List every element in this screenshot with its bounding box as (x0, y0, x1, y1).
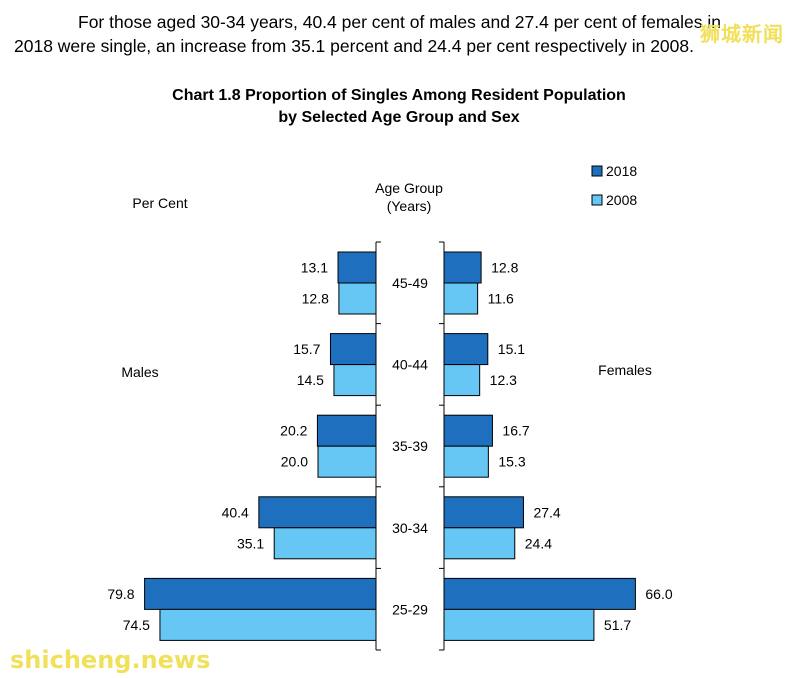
data-label-males-2018: 15.7 (293, 341, 320, 357)
data-label-males-2008: 35.1 (237, 535, 264, 551)
data-label-females-2018: 27.4 (533, 504, 560, 520)
bar-females-2018 (443, 414, 493, 447)
category-label: 30-34 (392, 520, 428, 536)
intro-line-2: 2018 were single, an increase from 35.1 … (14, 36, 694, 56)
bar-males-2008 (273, 527, 377, 560)
data-label-females-2008: 51.7 (604, 617, 631, 633)
data-label-males-2008: 12.8 (302, 291, 329, 307)
intro-paragraph: For those aged 30-34 years, 40.4 per cen… (14, 10, 794, 58)
bar-males-2018 (258, 496, 377, 529)
data-label-males-2018: 79.8 (107, 586, 134, 602)
data-label-females-2008: 12.3 (490, 372, 517, 388)
females-label: Females (598, 362, 652, 378)
legend-swatch-2018 (591, 165, 603, 177)
category-label: 25-29 (392, 601, 428, 617)
center-axis-label-line-1: Age Group (375, 180, 443, 196)
males-label: Males (121, 364, 158, 380)
bar-females-2008 (443, 608, 595, 641)
bar-females-2018 (443, 251, 482, 284)
data-label-females-2008: 15.3 (498, 454, 525, 470)
data-label-males-2018: 40.4 (222, 504, 249, 520)
bar-females-2008 (443, 445, 489, 478)
bar-males-2008 (159, 608, 377, 641)
data-label-males-2008: 14.5 (297, 372, 324, 388)
watermark-bottom-left: shicheng.news (10, 646, 211, 674)
legend-label-2018: 2018 (606, 163, 637, 179)
value-axis-label: Per Cent (132, 195, 187, 211)
data-label-males-2018: 13.1 (301, 260, 328, 276)
data-label-females-2018: 16.7 (502, 423, 529, 439)
chart-title-line-2: by Selected Age Group and Sex (278, 109, 519, 126)
bar-males-2008 (333, 364, 377, 397)
category-label: 40-44 (392, 357, 428, 373)
bar-females-2008 (443, 282, 479, 315)
intro-line-1: For those aged 30-34 years, 40.4 per cen… (78, 12, 722, 32)
bar-females-2008 (443, 527, 516, 560)
data-label-females-2018: 15.1 (498, 341, 525, 357)
bar-males-2008 (317, 445, 377, 478)
data-label-females-2008: 11.6 (488, 291, 514, 307)
data-label-males-2008: 20.0 (281, 454, 308, 470)
bar-females-2008 (443, 364, 481, 397)
axes: 45-49 40-44 35-39 30-34 25-29 (375, 241, 445, 651)
category-label: 35-39 (392, 438, 428, 454)
legend-swatch-2008 (591, 194, 603, 206)
legend: 2018 2008 (591, 163, 637, 208)
bar-females-2018 (443, 496, 524, 529)
bar-males-2018 (329, 333, 377, 366)
bar-males-2018 (337, 251, 377, 284)
center-axis-label-line-2: (Years) (387, 198, 432, 214)
bar-females-2018 (443, 577, 636, 610)
bars: 13.1 12.8 12.8 11.6 15.7 15.1 14.5 12.3 20.2 16.7… (107, 251, 673, 641)
legend-label-2008: 2008 (606, 192, 637, 208)
data-label-females-2018: 12.8 (491, 260, 518, 276)
watermark-top-right: 狮城新闻 (700, 22, 784, 46)
bar-males-2018 (144, 577, 377, 610)
data-label-males-2018: 20.2 (280, 423, 307, 439)
data-label-females-2018: 66.0 (645, 586, 672, 602)
chart-title-line-1: Chart 1.8 Proportion of Singles Among Re… (172, 87, 626, 104)
category-label: 45-49 (392, 275, 428, 291)
data-label-females-2008: 24.4 (525, 535, 552, 551)
data-label-males-2008: 74.5 (123, 617, 150, 633)
bar-males-2008 (338, 282, 377, 315)
bar-females-2018 (443, 333, 489, 366)
bar-males-2018 (316, 414, 377, 447)
